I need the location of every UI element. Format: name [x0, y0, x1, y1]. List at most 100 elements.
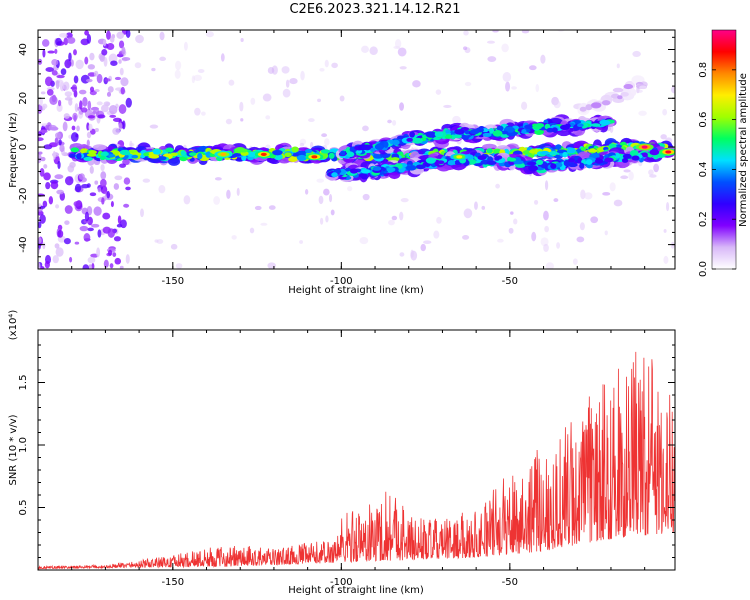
spectrogram-cell	[387, 119, 392, 124]
spectrogram-cell	[370, 147, 376, 153]
spectrogram-cell	[154, 239, 159, 243]
colorbar-tick-label: 0.4	[698, 161, 709, 177]
spectrogram-cell	[531, 231, 537, 242]
spectrogram-cell	[486, 160, 497, 165]
spectrogram-cell	[554, 162, 563, 168]
spectrogram-cell	[388, 219, 395, 226]
spectrogram-cell	[622, 153, 632, 159]
spectrogram-cell	[92, 144, 107, 151]
spectrogram-cell	[282, 88, 291, 98]
spectrogram-cell	[495, 183, 500, 189]
spectrogram-cell	[43, 172, 51, 181]
spectrogram-cell	[48, 196, 54, 205]
spectrogram-cell	[267, 66, 275, 74]
spectrogram-cell	[64, 220, 70, 225]
spectrogram-cell	[361, 45, 369, 54]
spectrogram-cell	[148, 154, 160, 159]
spectrogram-cell	[82, 96, 88, 107]
spectrogram-cell	[108, 104, 118, 115]
spectrogram-cell	[89, 52, 95, 61]
spectrogram-cell	[42, 49, 46, 58]
snr-xtick-label: -100	[330, 577, 353, 588]
spectrogram-cell	[38, 137, 44, 142]
snr-ytick-label: 1.0	[18, 437, 29, 453]
spectrogram-cell	[447, 160, 456, 166]
spectrogram-cell	[415, 164, 426, 170]
spectrogram-cell	[591, 102, 602, 108]
spectrogram-cell	[47, 50, 55, 54]
spectrogram-cell	[64, 91, 73, 97]
spectrogram-cell	[42, 242, 46, 250]
spectrogram-cell	[528, 165, 539, 172]
spectrogram-cell	[197, 68, 205, 73]
snr-series-line	[38, 351, 675, 570]
spectrogram-cell	[101, 197, 105, 205]
spectrogram-cell	[425, 131, 437, 138]
spectrogram-cell	[616, 63, 620, 69]
spectrogram-cell	[57, 99, 62, 107]
spectrogram-cell	[87, 64, 96, 70]
snr-xtick-label: -50	[502, 577, 518, 588]
spectrogram-peak	[311, 155, 318, 159]
spectrogram-cell	[70, 59, 74, 67]
spectrogram-cell	[123, 203, 130, 208]
snr-frame	[37, 329, 676, 571]
spectrogram-cell	[100, 164, 105, 172]
spectrogram-cell	[120, 219, 127, 229]
spectrogram-cell	[158, 156, 167, 161]
spectrogram-cell	[535, 159, 544, 165]
spectrogram-cell	[363, 144, 372, 151]
spectrogram-cell	[636, 89, 643, 93]
spectrogram-cell	[406, 137, 413, 142]
spectrogram-cell	[102, 212, 111, 220]
spectrogram-cell	[51, 59, 59, 66]
spectrogram-cell	[39, 265, 45, 269]
spectrogram-cell	[240, 38, 244, 42]
spectrogram-cell	[129, 140, 133, 149]
spectrogram-cell	[56, 103, 63, 113]
spectrogram-cell	[586, 163, 593, 169]
spectrogram-cell	[492, 30, 499, 33]
spectrogram-cell	[445, 129, 451, 134]
spectrogram-cell	[56, 74, 65, 79]
spectrogram-cell	[205, 31, 214, 38]
spectrogram-cell	[69, 256, 73, 263]
spectrogram-frame	[37, 29, 676, 270]
spectrogram-cell	[584, 192, 593, 200]
spectrogram-cell	[308, 118, 315, 123]
spectrogram-cell	[339, 168, 347, 176]
spectrogram-cell	[80, 148, 89, 154]
spectrogram-cell	[506, 131, 518, 137]
spectrogram-cell	[399, 211, 404, 221]
spectrogram-cell	[623, 83, 634, 90]
spectrogram-cell	[57, 229, 64, 238]
spectrogram-cell	[165, 147, 174, 153]
spectrogram-cell	[291, 146, 299, 153]
spectrogram-cell	[374, 143, 384, 151]
spectrogram-cell	[74, 183, 82, 193]
spectrogram-cell	[84, 56, 89, 65]
spectrogram-cell	[96, 73, 103, 84]
spectrogram-cell	[254, 205, 262, 211]
spectrogram-cell	[158, 184, 166, 194]
spectrogram-cell	[114, 175, 123, 181]
spectrogram-cell	[151, 67, 156, 72]
spectrogram-cell	[328, 194, 333, 203]
spectrogram-cell	[281, 66, 290, 74]
spectrogram-cell	[113, 183, 120, 190]
spectrogram-cell	[40, 156, 46, 162]
spectrogram-cell	[359, 236, 369, 245]
spectrogram-cell	[89, 165, 94, 174]
spectrogram-cell	[54, 137, 59, 145]
spectrogram-cell	[41, 39, 50, 47]
colorbar-ticks: 0.0 0.2 0.4 0.6 0.8	[698, 62, 736, 277]
spectrogram-cell	[118, 122, 123, 130]
spectrogram-ytick-label: -20	[18, 188, 29, 204]
spectrogram-cell	[121, 120, 126, 130]
spectrogram-cell	[663, 229, 667, 233]
spectrogram-cell	[96, 101, 103, 106]
spectrogram-cell	[463, 208, 473, 219]
spectrogram-cell	[546, 127, 554, 133]
spectrogram-cell	[180, 150, 186, 156]
spectrogram-cell	[109, 114, 117, 118]
